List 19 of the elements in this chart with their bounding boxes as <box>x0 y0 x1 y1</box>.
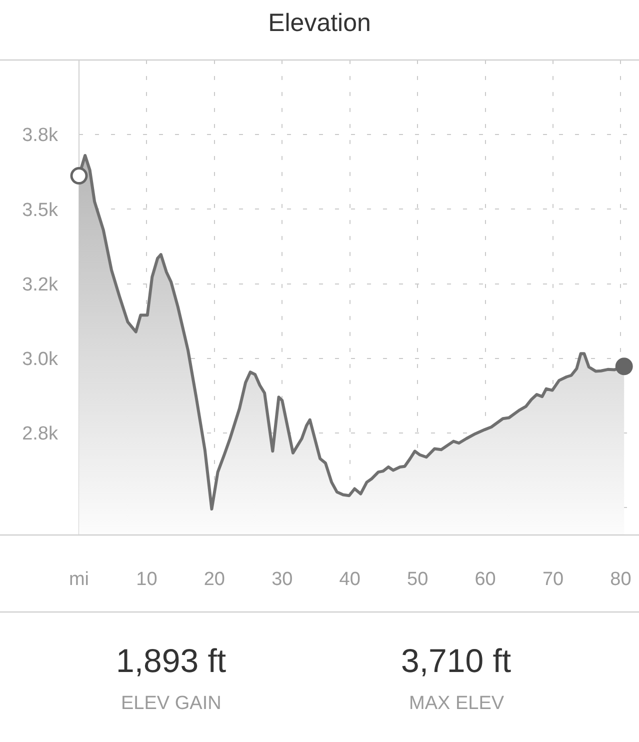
y-tick-label: 3.5k <box>22 200 58 221</box>
x-tick-label: 10 <box>136 569 158 590</box>
y-tick-label: 3.2k <box>22 274 58 296</box>
x-tick-label: 30 <box>272 569 293 590</box>
x-tick-label: 20 <box>204 569 225 590</box>
x-tick-label: 50 <box>407 569 428 590</box>
text: ELEV GAIN <box>121 693 222 714</box>
y-tick-label: 2.8k <box>22 424 58 445</box>
x-tick-label: 60 <box>474 569 496 590</box>
text: 3,710 ft <box>401 642 512 679</box>
x-tick-label: 70 <box>542 569 564 590</box>
x-tick-label: mi <box>68 569 90 590</box>
text: MAX ELEV <box>409 693 504 714</box>
x-tick-label: 80 <box>610 569 632 590</box>
text: 1,893 ft <box>116 642 226 679</box>
y-tick-label: 3.0k <box>22 349 58 370</box>
x-tick-label: 40 <box>339 569 360 590</box>
y-tick-label: 3.8k <box>22 125 58 146</box>
chart-title: Elevation <box>268 8 371 37</box>
